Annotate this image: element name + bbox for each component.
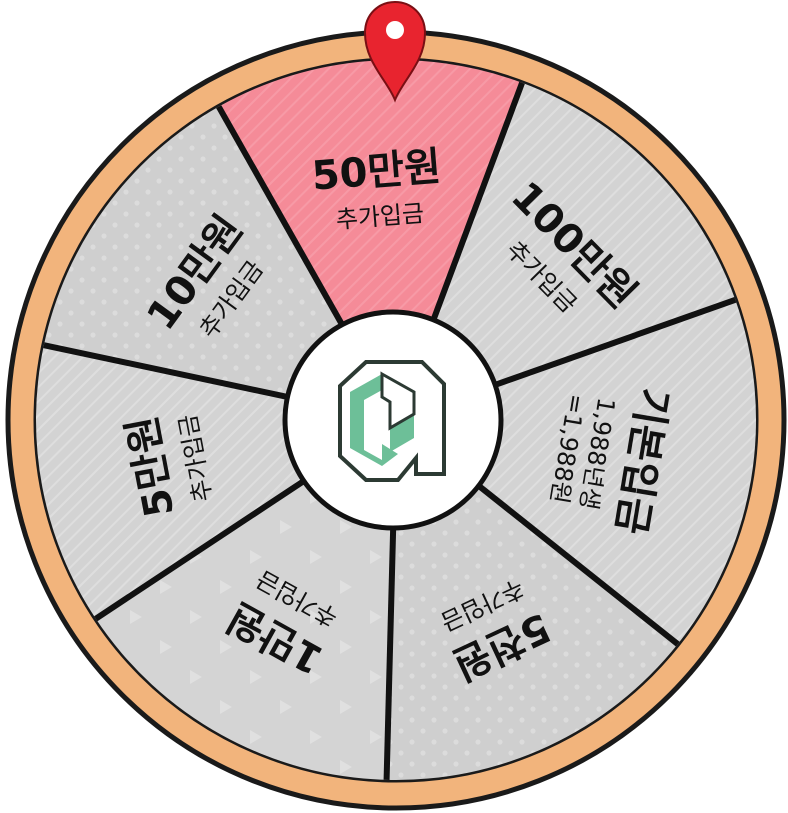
logo-icon [338, 360, 446, 482]
wheel-hub[interactable] [282, 309, 504, 531]
wheel-segment [396, 299, 757, 645]
wheel-segment [95, 420, 397, 780]
wheel-segment [386, 420, 678, 781]
wheel-segment [396, 82, 736, 421]
wheel-segment [43, 106, 397, 421]
segment-subtitle: 추가입금 [335, 199, 425, 234]
map-pin-icon [363, 0, 427, 103]
segment-title: 50만원 [310, 144, 442, 200]
wheel-segment-highlighted [218, 60, 523, 421]
